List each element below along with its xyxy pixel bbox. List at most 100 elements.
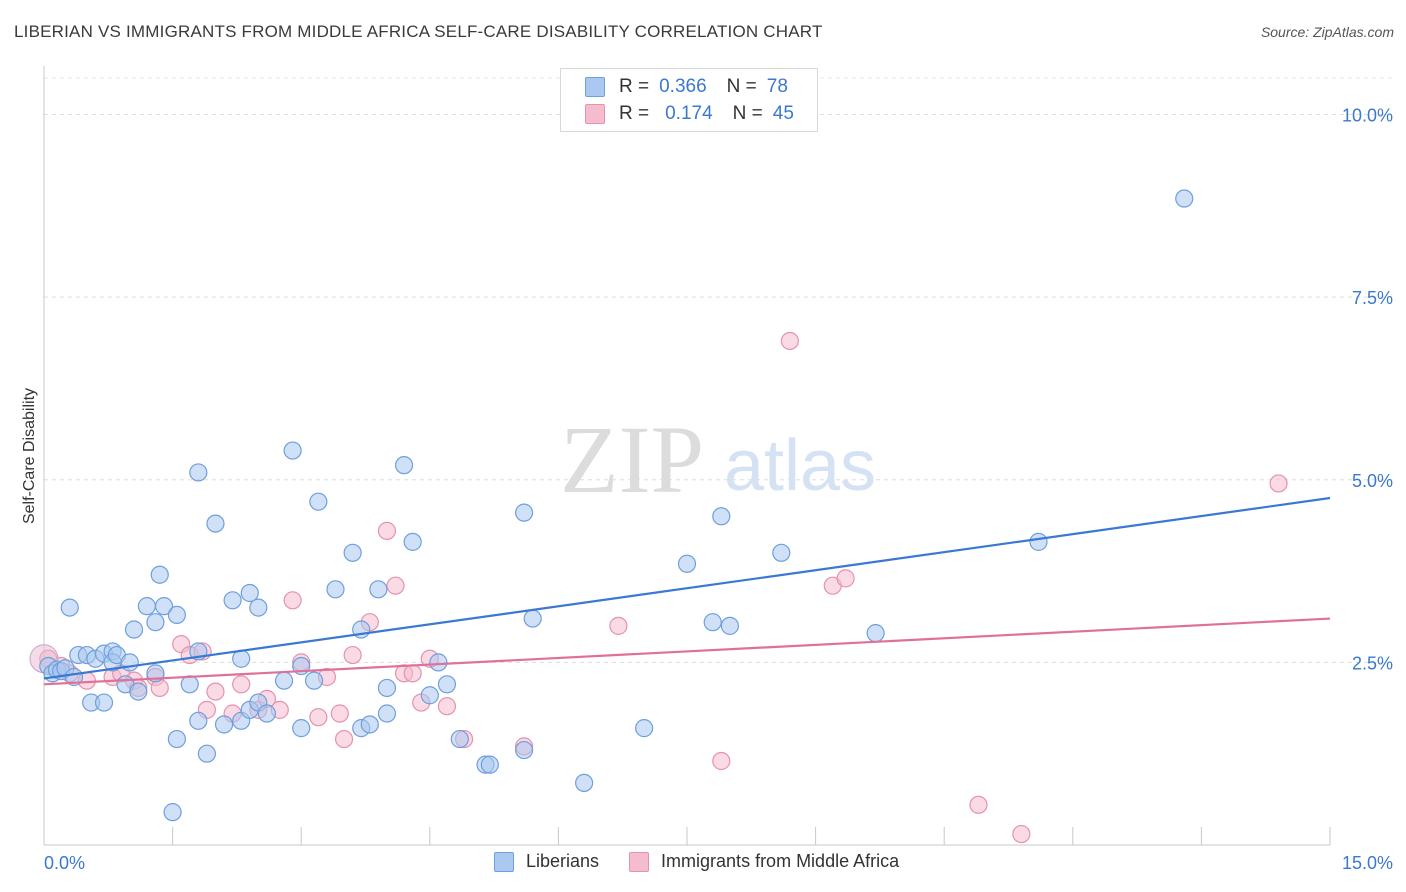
data-point — [330, 704, 349, 723]
data-point — [146, 613, 165, 632]
data-point — [429, 653, 448, 672]
data-point — [206, 514, 225, 533]
legend-r-value: 0.366 — [659, 76, 707, 97]
data-point — [309, 708, 328, 727]
liberians-points — [39, 189, 1194, 822]
y-tick-label: 7.5% — [1352, 288, 1393, 308]
legend-row-immigrants: R = 0.174 N = 45 — [585, 101, 794, 127]
data-point — [1029, 532, 1048, 551]
stats-legend: R = 0.366 N = 78 R = 0.174 N = 45 — [560, 68, 818, 132]
data-point — [223, 591, 242, 610]
data-point — [772, 543, 791, 562]
source-label: Source: ZipAtlas.com — [1260, 24, 1394, 40]
legend-row-liberians: R = 0.366 N = 78 — [585, 74, 788, 100]
legend-item-liberians[interactable]: Liberians — [494, 851, 599, 872]
data-point — [180, 675, 199, 694]
watermark-atlas: atlas — [724, 426, 876, 506]
data-point — [150, 565, 169, 584]
trend-line-immigrants — [43, 617, 1331, 686]
data-point — [154, 597, 174, 616]
data-point — [480, 755, 499, 774]
grid-lines — [44, 77, 1392, 663]
data-point — [274, 671, 294, 690]
data-point — [369, 580, 388, 599]
data-point — [450, 729, 469, 749]
legend-swatch-blue — [494, 851, 514, 872]
y-tick-label: 10.0% — [1342, 106, 1393, 126]
data-point — [403, 664, 422, 683]
data-point — [343, 645, 362, 665]
data-point — [249, 598, 268, 617]
watermark-zip: ZIP — [560, 406, 704, 513]
data-point — [309, 492, 328, 511]
data-point — [292, 719, 311, 738]
data-point — [635, 719, 654, 738]
data-point — [137, 597, 156, 616]
axes — [43, 66, 1331, 846]
data-point — [437, 675, 457, 694]
data-point — [515, 503, 534, 522]
data-point — [334, 729, 354, 749]
data-point — [780, 331, 799, 351]
data-point — [283, 441, 302, 460]
data-point — [703, 613, 722, 632]
y-tick-label: 2.5% — [1352, 653, 1393, 673]
data-point — [575, 773, 594, 793]
data-point — [232, 675, 251, 694]
data-point — [1012, 824, 1031, 844]
data-point — [94, 693, 114, 712]
trend-lines — [43, 496, 1331, 686]
data-point — [677, 554, 697, 573]
data-point — [257, 704, 277, 723]
legend-r-value: 0.174 — [665, 103, 713, 124]
trend-line-liberians — [43, 496, 1331, 680]
legend-item-immigrants[interactable]: Immigrants from Middle Africa — [629, 851, 899, 872]
data-point — [326, 580, 345, 599]
legend-swatch-blue — [585, 77, 605, 97]
legend-label: Liberians — [526, 851, 600, 871]
data-point — [720, 616, 739, 635]
legend-swatch-pink — [629, 851, 650, 872]
data-point — [232, 649, 251, 668]
data-point — [214, 715, 234, 734]
data-point — [712, 751, 731, 771]
legend-label: Immigrants from Middle Africa — [661, 851, 900, 871]
legend-r-label: R = — [619, 76, 650, 97]
x-tick-label-max: 15.0% — [1342, 853, 1393, 873]
data-point — [609, 616, 628, 635]
data-point — [197, 744, 216, 763]
x-tick-label-min: 0.0% — [44, 853, 85, 873]
legend-r-label: R = — [619, 103, 650, 124]
data-point — [304, 671, 324, 690]
data-point — [836, 569, 855, 588]
data-point — [377, 678, 397, 698]
legend-swatch-pink — [585, 104, 605, 124]
series-legend: Liberians Immigrants from Middle Africa — [494, 851, 929, 872]
data-point — [206, 682, 225, 701]
data-point — [240, 583, 259, 603]
data-point — [386, 576, 405, 595]
data-point — [394, 456, 414, 475]
data-point — [360, 715, 379, 734]
data-point — [189, 711, 208, 730]
data-point — [129, 682, 148, 701]
data-point — [377, 521, 397, 540]
data-point — [167, 729, 186, 749]
data-point — [124, 620, 144, 639]
data-point — [189, 463, 208, 482]
data-point — [523, 609, 542, 628]
tick-labels: 2.5% 5.0% 7.5% 10.0% 0.0% 15.0% — [44, 106, 1393, 873]
legend-n-label: N = — [726, 76, 757, 97]
data-point — [403, 532, 422, 551]
data-point — [420, 686, 439, 705]
data-point — [343, 543, 362, 562]
data-point — [60, 598, 79, 617]
data-point — [712, 507, 731, 526]
data-point — [163, 803, 182, 822]
y-tick-label: 5.0% — [1352, 471, 1393, 491]
data-point — [377, 704, 397, 723]
data-point — [283, 591, 302, 610]
legend-n-value: 78 — [766, 76, 788, 97]
watermark: ZIP atlas — [560, 406, 876, 513]
